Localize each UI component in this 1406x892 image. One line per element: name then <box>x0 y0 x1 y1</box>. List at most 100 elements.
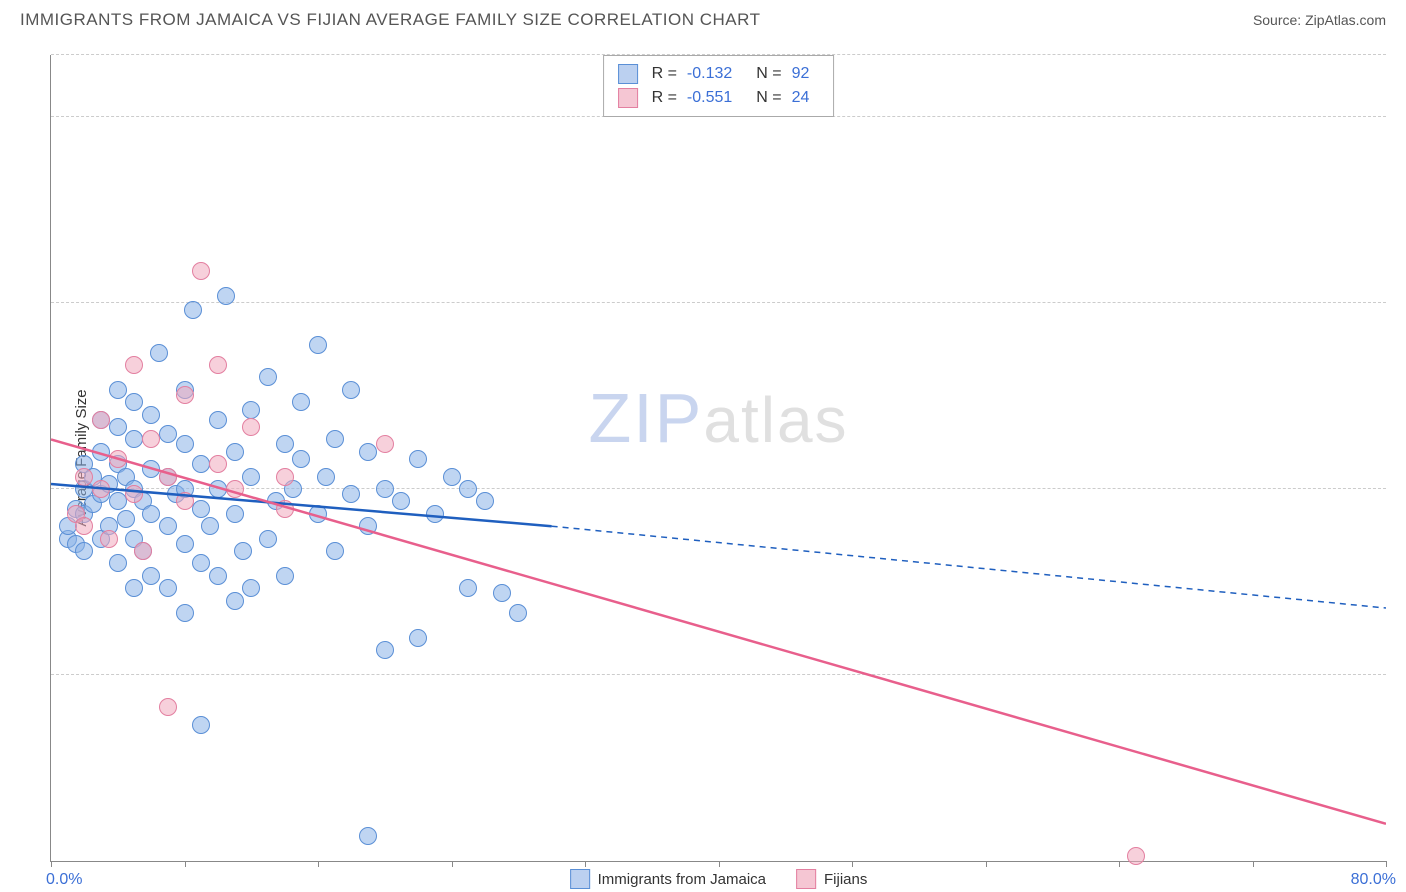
data-point <box>125 393 143 411</box>
ytick-label: 3.50 <box>1391 462 1406 480</box>
data-point <box>342 381 360 399</box>
data-point <box>292 450 310 468</box>
data-point <box>226 592 244 610</box>
data-point <box>359 443 377 461</box>
data-point <box>100 530 118 548</box>
data-point <box>92 443 110 461</box>
data-point <box>192 262 210 280</box>
data-point <box>234 542 252 560</box>
legend-swatch <box>570 869 590 889</box>
plot-area: ZIPatlas Average Family Size 2.753.504.2… <box>50 55 1386 862</box>
data-point <box>142 460 160 478</box>
watermark-suffix: atlas <box>703 384 848 456</box>
data-point <box>409 629 427 647</box>
chart-title: IMMIGRANTS FROM JAMAICA VS FIJIAN AVERAG… <box>20 10 760 30</box>
data-point <box>376 435 394 453</box>
data-point <box>209 411 227 429</box>
data-point <box>1127 847 1145 865</box>
data-point <box>109 418 127 436</box>
data-point <box>276 468 294 486</box>
legend-label: Fijians <box>824 871 867 888</box>
data-point <box>426 505 444 523</box>
data-point <box>134 542 152 560</box>
data-point <box>176 492 194 510</box>
data-point <box>109 492 127 510</box>
xtick <box>318 861 319 867</box>
xtick <box>51 861 52 867</box>
legend-n-value: 24 <box>792 89 810 107</box>
trend-line <box>51 439 1386 823</box>
data-point <box>276 435 294 453</box>
data-point <box>509 604 527 622</box>
data-point <box>75 468 93 486</box>
data-point <box>226 505 244 523</box>
data-point <box>326 542 344 560</box>
data-point <box>109 554 127 572</box>
legend-n-value: 92 <box>792 65 810 83</box>
legend-r-label: R = <box>652 89 677 107</box>
data-point <box>125 579 143 597</box>
xtick <box>1119 861 1120 867</box>
data-point <box>459 579 477 597</box>
data-point <box>476 492 494 510</box>
ytick-label: 2.75 <box>1391 648 1406 666</box>
legend-r-label: R = <box>652 65 677 83</box>
data-point <box>176 386 194 404</box>
data-point <box>142 505 160 523</box>
data-point <box>242 579 260 597</box>
legend-item: Fijians <box>796 869 867 889</box>
data-point <box>209 480 227 498</box>
xaxis-max-label: 80.0% <box>1351 871 1396 889</box>
data-point <box>443 468 461 486</box>
gridline <box>51 302 1386 303</box>
xtick <box>452 861 453 867</box>
xtick <box>986 861 987 867</box>
legend-item: Immigrants from Jamaica <box>570 869 766 889</box>
legend-bottom: Immigrants from Jamaica Fijians <box>570 869 868 889</box>
data-point <box>226 480 244 498</box>
legend-top: R =-0.132N =92R =-0.551N =24 <box>603 55 835 117</box>
data-point <box>209 567 227 585</box>
legend-n-label: N = <box>756 65 781 83</box>
data-point <box>75 517 93 535</box>
xaxis-min-label: 0.0% <box>46 871 82 889</box>
data-point <box>184 301 202 319</box>
data-point <box>359 827 377 845</box>
data-point <box>209 455 227 473</box>
data-point <box>142 430 160 448</box>
data-point <box>176 604 194 622</box>
legend-r-value: -0.551 <box>687 89 732 107</box>
data-point <box>159 517 177 535</box>
data-point <box>109 450 127 468</box>
data-point <box>359 517 377 535</box>
legend-swatch <box>618 64 638 84</box>
data-point <box>75 542 93 560</box>
data-point <box>309 336 327 354</box>
data-point <box>142 567 160 585</box>
data-point <box>317 468 335 486</box>
data-point <box>292 393 310 411</box>
data-point <box>142 406 160 424</box>
data-point <box>376 641 394 659</box>
data-point <box>176 435 194 453</box>
data-point <box>392 492 410 510</box>
legend-swatch <box>618 88 638 108</box>
legend-label: Immigrants from Jamaica <box>598 871 766 888</box>
data-point <box>326 430 344 448</box>
data-point <box>276 567 294 585</box>
data-point <box>309 505 327 523</box>
legend-row: R =-0.551N =24 <box>618 86 820 110</box>
data-point <box>259 530 277 548</box>
trend-line-dashed <box>552 526 1386 608</box>
xtick <box>1253 861 1254 867</box>
data-point <box>226 443 244 461</box>
watermark-prefix: ZIP <box>588 379 703 457</box>
watermark: ZIPatlas <box>588 378 848 458</box>
data-point <box>493 584 511 602</box>
data-point <box>176 535 194 553</box>
data-point <box>459 480 477 498</box>
data-point <box>276 500 294 518</box>
data-point <box>159 698 177 716</box>
data-point <box>159 468 177 486</box>
data-point <box>192 716 210 734</box>
